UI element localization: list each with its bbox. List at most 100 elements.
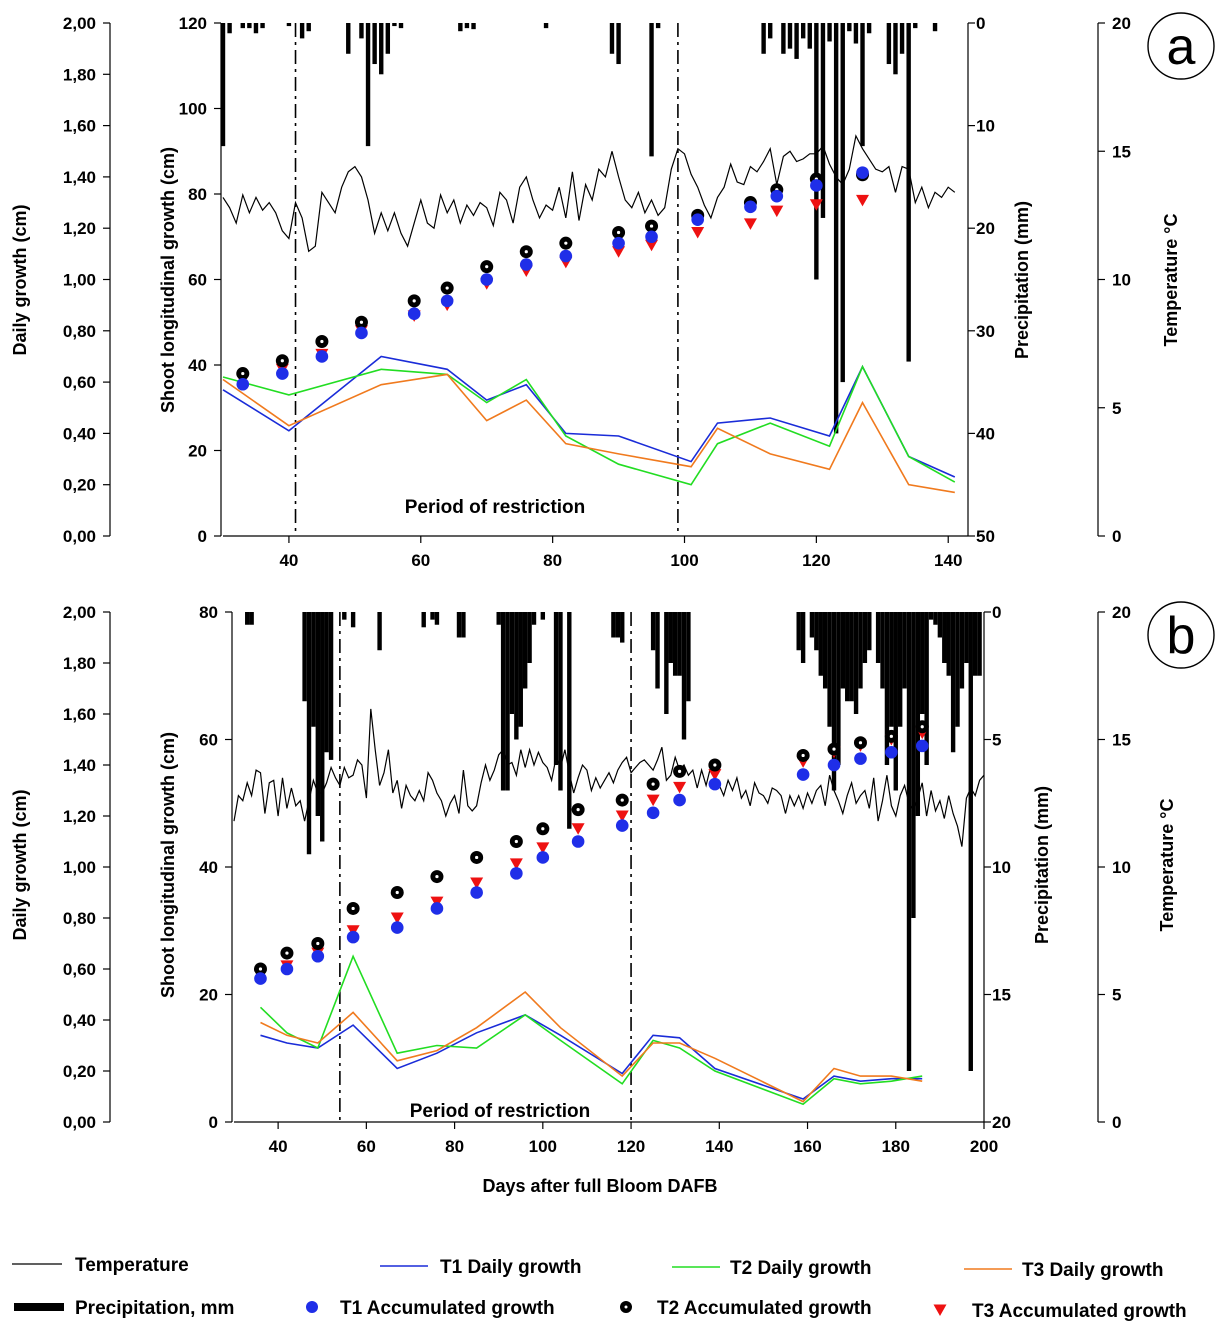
panel-b-t1-acc-point — [708, 777, 722, 791]
panel-b-t1-acc-point — [430, 902, 444, 915]
panel-a-precip-tick-label: 10 — [976, 117, 995, 136]
panel-b-precip-bar — [933, 612, 938, 625]
panel-a-x-tick-label: 100 — [670, 551, 698, 570]
panel-a-t2-acc-point-center — [241, 371, 245, 376]
panel-b-precip-bar — [818, 612, 823, 676]
legend-t2_daily-label: T2 Daily growth — [730, 1258, 871, 1279]
panel-b-t2-acc-point-center — [858, 741, 863, 745]
panel-b-t1-acc-point — [254, 972, 267, 985]
panel-a-precip-bar — [807, 23, 812, 49]
panel-a-precip-tick-label: 40 — [976, 424, 995, 443]
panel-b-t2-acc-point-center — [576, 808, 580, 812]
panel-b-t2-acc-point-center — [713, 763, 717, 767]
panel-b-precip-bar — [836, 612, 841, 765]
panel-a-temp-tick-label: 0 — [1112, 527, 1121, 546]
panel-b-t3-acc-point — [470, 877, 484, 889]
panel-b-x-tick-label: 40 — [269, 1137, 288, 1156]
panel-a-precip-bar — [227, 23, 232, 34]
panel-b-t1-acc-point — [827, 758, 841, 772]
panel-a-precip-bar — [761, 23, 766, 54]
panel-a-precip-bar — [932, 23, 938, 32]
panel-b-precip-bar — [350, 612, 356, 628]
panel-a-precip-tick-label: 0 — [976, 14, 985, 33]
panel-b-precip-bar — [611, 612, 616, 638]
panel-a-temperature-line — [222, 134, 956, 253]
panel-a-t1-daily-line — [222, 355, 956, 478]
panel-b-precip-bar — [875, 612, 881, 663]
panel-a-temp-tick-label: 20 — [1112, 14, 1131, 33]
panel-b-precip-bar — [672, 612, 678, 676]
panel-a-precip-bar — [906, 23, 911, 362]
panel-b-precip-bar — [500, 612, 506, 791]
panel-a-precip-axis-title: Precipitation (mm) — [1012, 201, 1032, 359]
panel-b-shoot-tick-label: 80 — [199, 603, 218, 622]
panel-b-shoot-tick-label: 0 — [209, 1113, 218, 1132]
panel-b-precip-bar — [964, 612, 969, 663]
panel-a-precip-bar — [847, 23, 852, 32]
panel-b-t3-acc-point — [571, 823, 585, 835]
panel-a-precip-bar — [886, 23, 892, 65]
panel-b-t2-acc-point-center — [395, 890, 399, 895]
panel-b-precip-bar — [496, 612, 501, 625]
panel-b-precip-bar — [880, 612, 885, 689]
panel-a-precip-bar — [240, 23, 245, 29]
panel-b-precip-bar — [328, 612, 334, 760]
panel-b-t3-acc-point — [536, 842, 550, 854]
panel-b-t1-acc-point — [280, 962, 294, 976]
panel-b-precip-bar — [668, 612, 673, 663]
panel-b-t3-acc-point — [673, 781, 687, 794]
panel-a-shoot-tick-label: 120 — [179, 14, 207, 33]
panel-a-precip-bar — [543, 23, 549, 29]
panel-b-precip-bar — [681, 612, 687, 740]
panel-b-shoot-axis-title: Shoot longitudinal growth (cm) — [158, 732, 178, 998]
panel-a-precip-bar — [616, 23, 621, 65]
panel-b-precip-bar — [527, 612, 532, 663]
panel-a-t1-acc-point — [480, 273, 494, 286]
panel-a-t1-acc-point — [612, 236, 625, 250]
panel-b-precip-bar — [553, 612, 559, 765]
panel-b-precip-bar — [514, 612, 519, 740]
panel-b-t1-acc-point — [311, 949, 325, 963]
panel-b-precip-bar — [853, 612, 859, 714]
panel-b-t1-acc-point — [646, 806, 660, 820]
panel-a-precip-bar — [913, 23, 918, 29]
panel-b-temp-tick-label: 15 — [1112, 731, 1131, 750]
panel-a-precip-bar — [655, 23, 661, 29]
panel-b-letter-circle — [1147, 601, 1215, 669]
panel-b-daily-tick-label: 1,60 — [63, 705, 96, 724]
panel-a-precip-bar — [860, 23, 865, 147]
panel-b-precip-bar — [686, 612, 691, 702]
panel-a-precip-bar — [787, 23, 793, 49]
panel-b-x-tick-label: 120 — [617, 1137, 645, 1156]
panel-b-precip-bar — [928, 612, 934, 620]
panel-a-precip-bar — [458, 23, 463, 32]
panel-b-precip-bar — [522, 612, 528, 689]
panel-b-temp-tick-label: 0 — [1112, 1113, 1121, 1132]
panel-b-precip-tick-label: 10 — [992, 858, 1011, 877]
panel-b-t2-acc-point-center — [620, 798, 624, 802]
panel-b-precip-bar — [800, 612, 806, 663]
panel-b-t1-acc-point — [470, 886, 483, 899]
panel-a-t2-acc-point-center — [412, 299, 416, 303]
panel-b-daily-tick-label: 0,60 — [63, 960, 96, 979]
panel-a-t1-acc-point — [440, 294, 454, 308]
panel-a-t1-acc-point — [645, 230, 658, 244]
panel-a-t1-acc-point — [276, 367, 289, 380]
panel-b-t2-acc-point-center — [651, 782, 655, 786]
panel-b-t2-acc-point-center — [889, 734, 893, 738]
panel-b-precip-bar — [968, 612, 973, 1071]
panel-a-precip-bar — [306, 23, 311, 32]
panel-a-x-tick-label: 40 — [279, 551, 298, 570]
panel-b-daily-tick-label: 1,00 — [63, 858, 96, 877]
panel-b-precip-bar — [858, 612, 863, 689]
panel-b-precip-bar — [245, 612, 250, 625]
panel-b-t3-acc-point — [708, 769, 722, 781]
panel-b-restriction-label: Period of restriction — [410, 1101, 591, 1122]
panel-a-t2-acc-point-center — [524, 250, 528, 254]
panel-a-t1-acc-point — [770, 189, 784, 203]
panel-a-daily-tick-label: 1,20 — [63, 219, 96, 238]
panel-a-x-tick-label: 140 — [934, 551, 962, 570]
panel-a-t1-acc-point — [810, 179, 823, 192]
panel-b-precip-bar — [845, 612, 850, 702]
panel-a-precip-bar — [833, 23, 839, 434]
